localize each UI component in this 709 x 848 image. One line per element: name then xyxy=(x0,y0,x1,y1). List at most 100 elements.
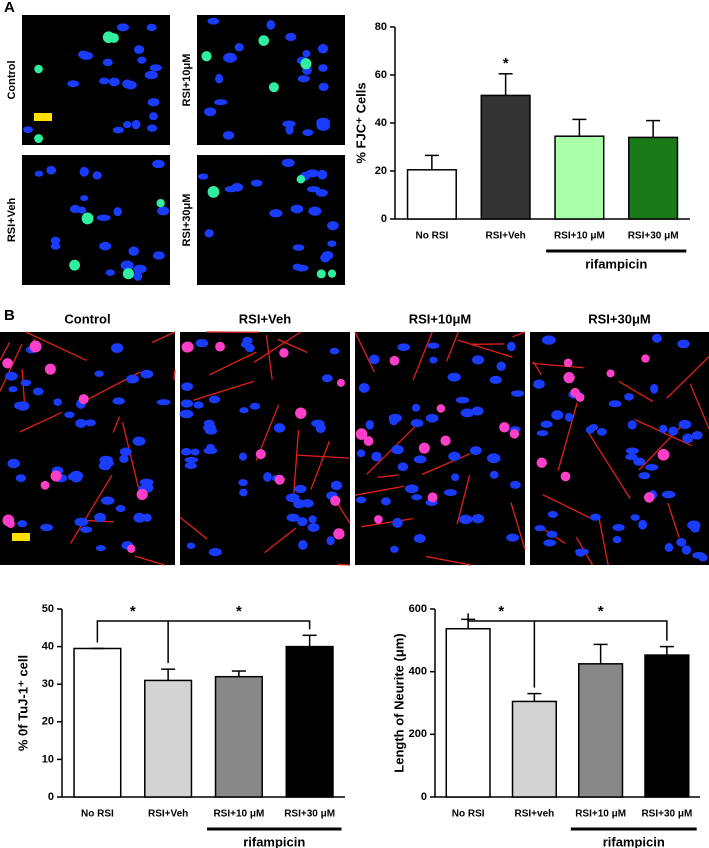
x-tick-label: No RSI xyxy=(81,809,114,820)
nucleus xyxy=(612,523,625,532)
nucleus xyxy=(105,269,115,276)
stained-cell xyxy=(136,488,148,501)
nucleus xyxy=(301,499,314,508)
nucleus xyxy=(661,490,676,499)
nucleus xyxy=(14,401,26,410)
nucleus xyxy=(326,536,335,546)
stained-cell xyxy=(563,372,575,384)
nucleus xyxy=(411,494,423,501)
stained-cell xyxy=(641,354,650,363)
nucleus xyxy=(113,207,122,217)
nucleus xyxy=(511,390,525,397)
nucleus xyxy=(249,402,261,410)
nucleus xyxy=(489,470,499,479)
nucleus xyxy=(677,339,690,349)
nucleus xyxy=(469,446,482,455)
stained-cell xyxy=(40,480,50,490)
neurite xyxy=(253,331,302,363)
significance: * xyxy=(503,55,509,72)
y-tick-label: 0 xyxy=(421,791,427,803)
nucleus xyxy=(92,171,102,180)
neurite xyxy=(193,380,255,401)
nucleus xyxy=(455,396,470,404)
stained-cell xyxy=(560,471,571,482)
neurite xyxy=(586,429,631,499)
stained-cell xyxy=(296,174,306,184)
y-axis-label: % 0f TuJ-1⁺ cell xyxy=(15,655,30,751)
nucleus xyxy=(547,510,558,518)
nucleus xyxy=(34,170,44,177)
nucleus xyxy=(101,496,115,505)
nucleus xyxy=(180,399,194,408)
bar xyxy=(644,654,690,798)
nucleus xyxy=(668,426,679,436)
nucleus xyxy=(131,119,141,130)
nucleus xyxy=(425,413,439,423)
neurite xyxy=(297,454,350,459)
nucleus xyxy=(295,264,309,272)
stained-cell xyxy=(333,528,345,540)
nucleus xyxy=(413,455,427,464)
nucleus xyxy=(321,374,333,383)
stained-cell xyxy=(436,404,446,413)
y-tick-label: 10 xyxy=(42,753,54,765)
stained-cell xyxy=(34,134,44,143)
neurite xyxy=(112,416,121,433)
neurite xyxy=(421,453,471,475)
nucleus xyxy=(451,473,460,482)
nucleus xyxy=(180,447,192,456)
nucleus xyxy=(273,423,286,433)
nucleus xyxy=(448,451,461,461)
nucleus xyxy=(263,472,272,482)
panel-label: B xyxy=(4,307,15,324)
image-label: RSI+Veh xyxy=(6,198,18,243)
nucleus xyxy=(546,530,558,538)
stained-cell xyxy=(418,442,430,454)
stained-cell xyxy=(316,269,326,279)
neurite xyxy=(512,331,526,338)
nucleus xyxy=(240,341,250,348)
y-tick-label: 40 xyxy=(42,641,54,653)
bar xyxy=(511,700,557,798)
nucleus xyxy=(193,401,204,409)
image-label: RSI+10μM xyxy=(181,54,193,107)
nucleus xyxy=(112,397,125,405)
nucleus xyxy=(139,478,154,486)
x-tick-label: No RSI xyxy=(452,809,485,820)
x-tick-label: RSI+10 μM xyxy=(575,809,626,820)
nucleus xyxy=(147,98,160,107)
nucleus xyxy=(205,443,216,453)
nucleus xyxy=(317,43,329,54)
nucleus xyxy=(152,159,165,169)
neurite xyxy=(19,411,63,433)
nucleus xyxy=(8,386,18,393)
nucleus xyxy=(429,356,438,364)
nucleus xyxy=(80,526,93,533)
nucleus xyxy=(128,246,140,256)
nucleus xyxy=(69,205,81,214)
nucleus xyxy=(388,413,402,423)
neurite xyxy=(173,369,176,380)
nucleus xyxy=(94,370,104,377)
nucleus xyxy=(285,32,297,42)
nucleus xyxy=(541,335,556,345)
nucleus xyxy=(460,408,474,418)
nucleus xyxy=(659,424,668,434)
nucleus xyxy=(316,117,331,128)
nucleus xyxy=(297,517,308,527)
neurite xyxy=(412,331,433,381)
nucleus xyxy=(133,512,146,523)
nucleus xyxy=(184,456,199,463)
x-tick-label: RSI+30 μM xyxy=(284,809,335,820)
neurite xyxy=(542,493,591,519)
neurite xyxy=(361,517,414,528)
y-tick-label: 60 xyxy=(375,69,387,81)
nucleus xyxy=(285,493,300,503)
stained-cell xyxy=(207,186,220,198)
stained-cell xyxy=(29,340,42,353)
stained-cell xyxy=(81,212,94,225)
nucleus xyxy=(404,484,419,494)
stained-cell xyxy=(657,448,670,461)
nucleus xyxy=(447,372,461,382)
stained-cell xyxy=(156,199,165,208)
